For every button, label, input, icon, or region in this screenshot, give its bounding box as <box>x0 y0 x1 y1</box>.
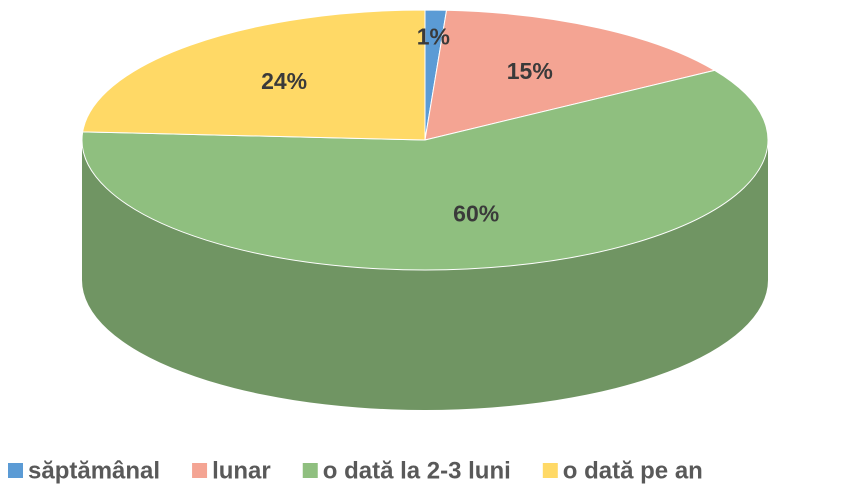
data-label: 60% <box>453 201 499 227</box>
legend-label: o dată la 2-3 luni <box>323 457 511 484</box>
legend: săptămânal lunar o dată la 2-3 luni o dată … <box>8 457 703 484</box>
legend-swatch <box>192 463 208 478</box>
legend-swatch <box>8 463 23 478</box>
legend-label: lunar <box>212 457 271 484</box>
pie-slice <box>424 9 716 141</box>
data-label: 15% <box>507 58 553 84</box>
pie-slice <box>82 9 426 141</box>
data-label: 24% <box>261 68 307 94</box>
data-label: 1% <box>417 24 450 50</box>
legend-label: o dată pe an <box>563 457 703 484</box>
pie-slice <box>81 69 769 271</box>
pie-side <box>82 140 768 410</box>
legend-swatch <box>542 463 558 478</box>
legend-swatch <box>302 463 318 478</box>
legend-label: săptămânal <box>28 457 160 484</box>
